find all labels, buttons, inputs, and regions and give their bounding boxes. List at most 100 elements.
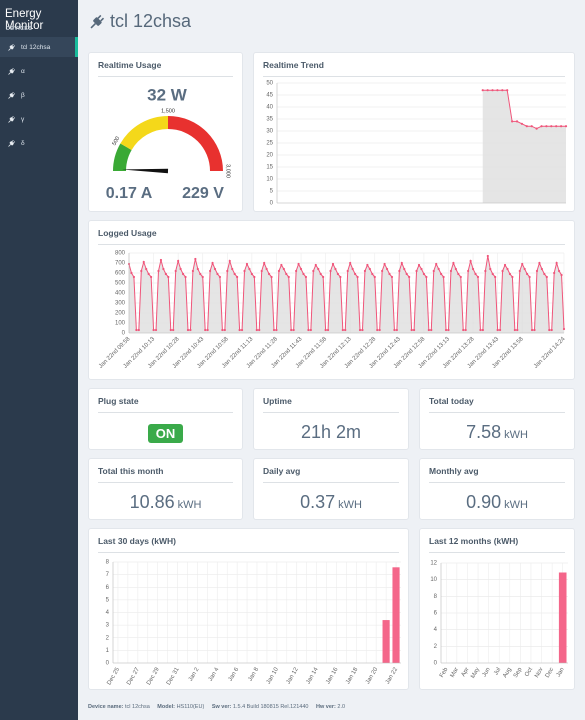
point <box>533 328 536 332</box>
point <box>499 328 502 332</box>
x-tick-label: Jan 18 <box>345 666 360 685</box>
point <box>174 269 177 273</box>
point <box>130 271 133 275</box>
point <box>555 125 558 128</box>
point <box>464 328 467 332</box>
gauge-band <box>113 143 132 171</box>
point <box>346 269 349 273</box>
point <box>555 261 558 265</box>
y-tick-label: 2 <box>434 644 438 650</box>
x-tick-label: Jan 6 <box>228 666 241 682</box>
x-tick-label: Jun <box>482 667 492 678</box>
point <box>545 125 548 128</box>
y-tick-label: 4 <box>106 610 110 616</box>
point <box>506 89 509 92</box>
nav-label: γ <box>21 115 25 123</box>
nav-item[interactable]: γ <box>0 109 78 129</box>
point <box>560 273 563 277</box>
x-tick-label: Mar <box>450 667 460 679</box>
stat-card: Daily avg 0.37 kWH <box>253 458 409 520</box>
area <box>129 256 564 333</box>
point <box>484 269 487 273</box>
x-tick-label: Jan 22 <box>385 666 400 685</box>
point <box>331 262 335 266</box>
point <box>172 328 175 332</box>
x-tick-label: Jan 20 <box>365 666 380 685</box>
point <box>479 328 482 332</box>
point <box>245 262 249 266</box>
nav-item[interactable]: β <box>0 85 78 105</box>
point <box>440 272 443 276</box>
point <box>349 261 352 265</box>
stat-value: 0.90 kWH <box>420 492 574 513</box>
y-tick-label: 6 <box>434 611 438 617</box>
nav-label: α <box>21 67 25 75</box>
point <box>496 328 499 332</box>
footer-value: 2.0 <box>337 704 346 710</box>
stat-card: Total today 7.58 kWH <box>419 388 575 450</box>
line-chart: 0 5 10 15 20 25 30 35 40 45 50 <box>266 81 568 207</box>
point <box>179 267 182 271</box>
point <box>181 272 185 276</box>
point <box>405 272 408 276</box>
icon <box>7 43 16 52</box>
point <box>184 275 187 279</box>
nav-item[interactable]: δ <box>0 133 78 153</box>
value: 0.37 <box>300 492 336 512</box>
chart-card: Last 30 days (kWH) 0 1 2 3 4 5 6 7 8 Dec 25 Dec 27… <box>88 528 409 690</box>
point <box>457 272 460 276</box>
point <box>425 275 428 279</box>
point <box>248 267 251 271</box>
point <box>287 275 290 279</box>
nav-item[interactable]: α <box>0 61 78 81</box>
point <box>238 328 241 332</box>
point <box>390 275 394 279</box>
icon <box>7 115 16 124</box>
point <box>324 328 327 332</box>
section-label: DEVICES <box>6 26 33 32</box>
point <box>494 275 497 279</box>
point <box>564 125 568 128</box>
point <box>530 328 534 332</box>
sidebar: Energy Monitor DEVICES tcl 12chsa α β γ … <box>0 0 78 720</box>
point <box>395 328 398 332</box>
point <box>164 272 167 276</box>
x-tick-label: Apr <box>461 667 471 678</box>
y-tick-label: 10 <box>430 577 437 583</box>
unit: kWH <box>504 499 528 511</box>
point <box>152 328 155 332</box>
stat-value: 0.37 kWH <box>254 492 408 513</box>
x-tick-label: Dec <box>545 667 556 679</box>
x-tick-label: Jan 8 <box>248 666 261 682</box>
point <box>304 275 308 279</box>
footer-label: Model: <box>157 704 176 710</box>
y-tick-label: 3 <box>106 623 110 629</box>
stat-card: Total this month 10.86 kWH <box>88 458 243 520</box>
x-tick-label: Nov <box>534 667 545 679</box>
y-tick-label: 5 <box>270 189 274 195</box>
point <box>481 328 484 332</box>
point <box>469 259 472 263</box>
page-title: tcl 12chsa <box>110 11 192 31</box>
icon <box>88 13 106 31</box>
point <box>211 261 214 265</box>
point <box>309 328 312 332</box>
point <box>538 261 541 265</box>
point <box>403 267 406 271</box>
point <box>452 261 455 265</box>
x-tick-label: Sep <box>513 666 524 679</box>
point <box>177 259 180 263</box>
nav-item[interactable]: tcl 12chsa <box>0 37 78 57</box>
area <box>482 90 566 203</box>
point <box>255 328 258 332</box>
stat-value: 21h 2m <box>254 422 408 443</box>
unit: kWH <box>504 429 528 441</box>
card-title: Logged Usage <box>98 228 565 245</box>
point <box>358 328 362 332</box>
point <box>341 328 344 332</box>
point <box>454 267 457 271</box>
stat-value: 10.86 kWH <box>89 492 242 513</box>
point <box>209 269 212 273</box>
point <box>540 125 543 128</box>
point <box>253 275 256 279</box>
